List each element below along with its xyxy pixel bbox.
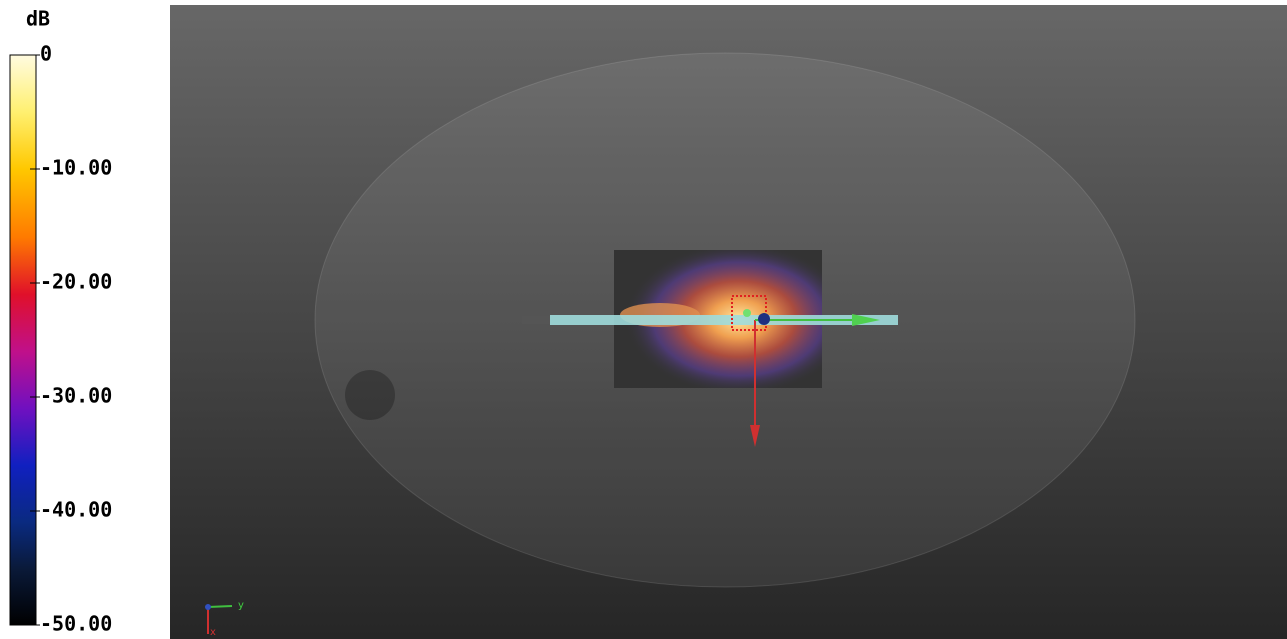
triad-y	[207, 605, 233, 608]
source	[731, 295, 767, 331]
colorbar-unit: dB	[26, 7, 50, 31]
triad-z	[205, 604, 211, 610]
tick-label: -40.00	[40, 498, 112, 522]
arrow-x	[750, 425, 760, 447]
arrow-y	[852, 314, 880, 326]
axis-label-y: y	[238, 600, 244, 611]
marker	[345, 370, 395, 420]
axis-label-x: x	[210, 627, 216, 638]
feed	[522, 316, 552, 324]
tick-label: -20.00	[40, 270, 112, 294]
origin	[758, 313, 770, 325]
tick-label: 0	[40, 42, 52, 66]
colorbar	[9, 54, 37, 626]
dipole	[550, 315, 898, 325]
tick-label: -50.00	[40, 612, 112, 636]
probe	[743, 309, 751, 317]
tick-label: -30.00	[40, 384, 112, 408]
tick-label: -10.00	[40, 156, 112, 180]
